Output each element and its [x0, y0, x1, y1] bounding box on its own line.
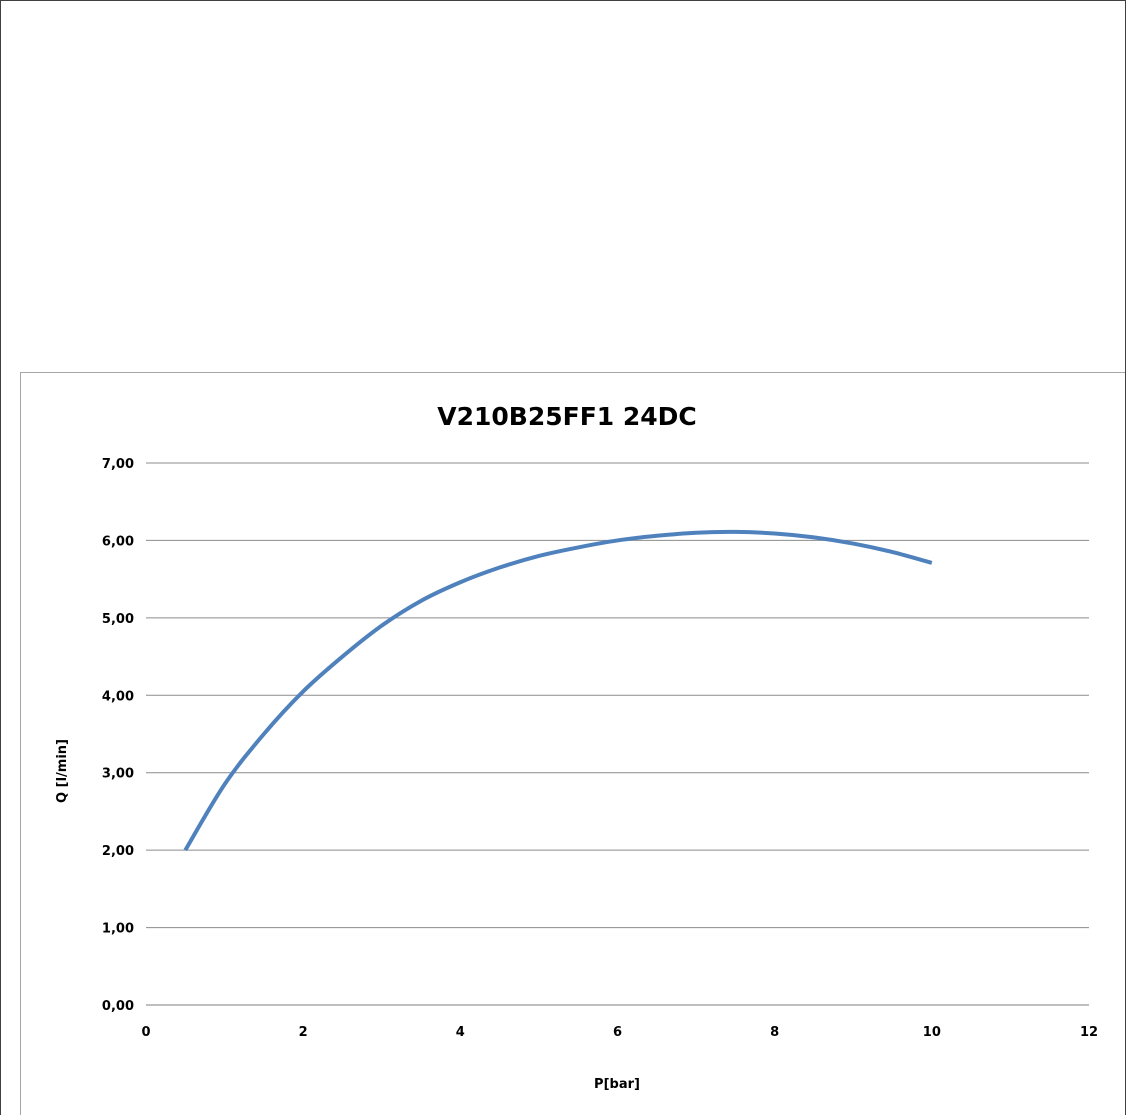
y-tick-label: 5,00 — [102, 612, 134, 627]
x-tick-label: 12 — [1080, 1025, 1098, 1040]
series-line — [183, 529, 933, 852]
series-layer — [183, 529, 933, 852]
y-tick-label: 3,00 — [102, 767, 134, 782]
x-tick-label: 0 — [141, 1025, 150, 1040]
x-tick-label: 2 — [299, 1025, 308, 1040]
x-axis-ticks: 0 2 4 6 8 10 12 — [141, 1025, 1098, 1040]
x-tick-label: 8 — [770, 1025, 779, 1040]
y-axis-ticks: 0,00 1,00 2,00 3,00 4,00 5,00 6,00 7,00 — [102, 457, 134, 1014]
y-tick-label: 2,00 — [102, 844, 134, 859]
x-tick-label: 4 — [456, 1025, 465, 1040]
y-tick-label: 4,00 — [102, 689, 134, 704]
x-axis-title: P[bar] — [594, 1077, 640, 1092]
chart-area: V210B25FF1 24DC 0,00 1,00 2,00 3,00 4,00 5,00… — [20, 372, 1125, 1115]
y-tick-label: 7,00 — [102, 457, 134, 472]
y-tick-label: 1,00 — [102, 922, 134, 937]
x-tick-label: 6 — [613, 1025, 622, 1040]
y-tick-label: 0,00 — [102, 999, 134, 1014]
y-axis-title: Q [l/min] — [55, 739, 70, 803]
gridlines — [146, 462, 1089, 1006]
x-tick-label: 10 — [923, 1025, 941, 1040]
y-tick-label: 6,00 — [102, 534, 134, 549]
chart-title: V210B25FF1 24DC — [437, 402, 697, 431]
line-chart: V210B25FF1 24DC 0,00 1,00 2,00 3,00 4,00 5,00… — [55, 402, 1098, 1092]
